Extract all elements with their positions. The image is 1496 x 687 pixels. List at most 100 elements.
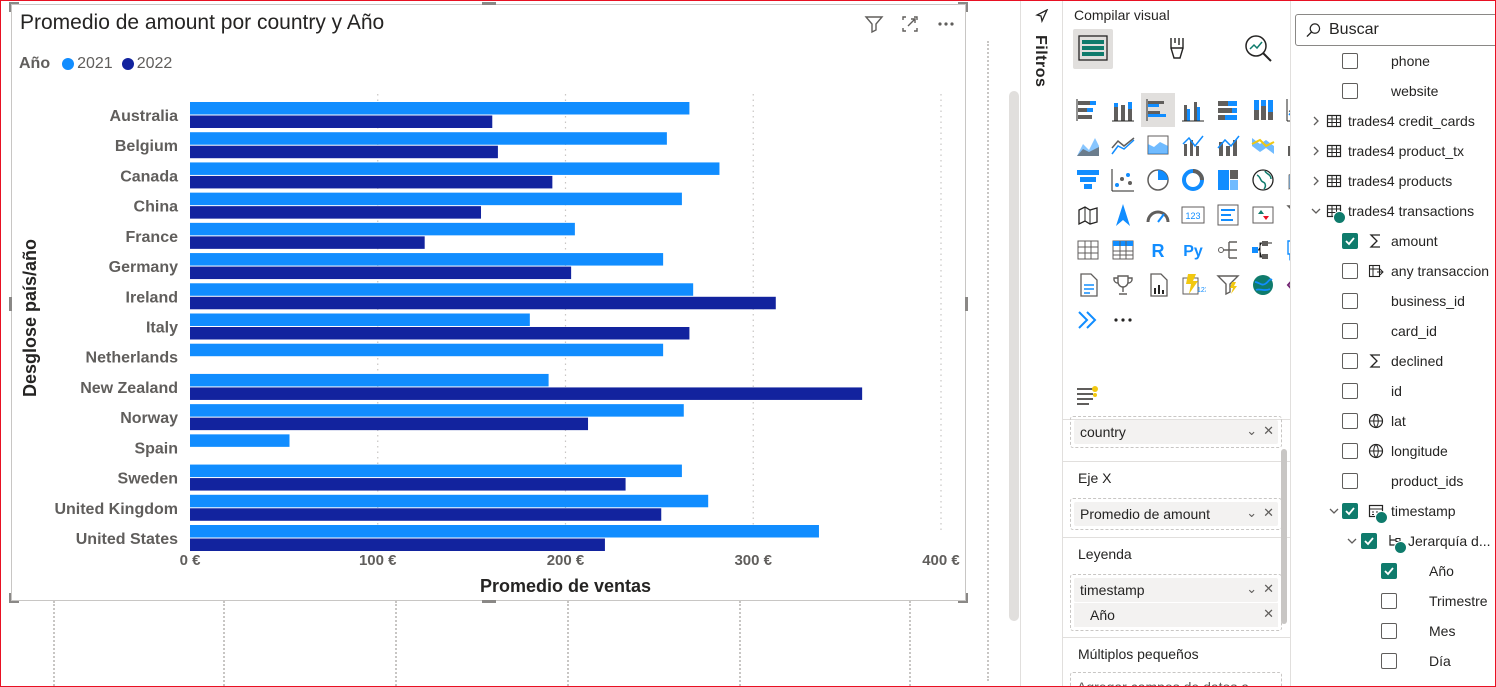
field-checkbox[interactable] (1381, 653, 1397, 669)
more-options-icon[interactable] (935, 13, 957, 35)
visual-type-power-apps[interactable]: 123 (1176, 268, 1210, 302)
visual-type-treemap[interactable] (1211, 163, 1245, 197)
filters-pane-label[interactable]: Filtros (1032, 35, 1049, 88)
field-item[interactable]: product_ids (1291, 466, 1495, 496)
visual-type-decomposition-tree[interactable] (1246, 233, 1280, 267)
field-checkbox[interactable] (1342, 413, 1358, 429)
bar-2022-ireland[interactable] (190, 296, 776, 310)
visual-type-stacked-area[interactable] (1106, 128, 1140, 162)
resize-handle[interactable] (966, 593, 968, 603)
visual-type-arcgis-map[interactable] (1246, 268, 1280, 302)
bar-2022-belgium[interactable] (190, 145, 498, 159)
field-item[interactable]: lat (1291, 406, 1495, 436)
chevron-down-icon[interactable] (1345, 534, 1359, 548)
y-axis-well[interactable]: country ⌄ ✕ (1070, 416, 1282, 448)
visual-type-kpi[interactable] (1246, 198, 1280, 232)
resize-handle[interactable] (9, 593, 11, 603)
close-icon[interactable]: ✕ (1263, 423, 1274, 438)
bar-2022-united-states[interactable] (190, 538, 605, 552)
chevron-down-icon[interactable] (1309, 204, 1323, 218)
field-item[interactable]: business_id (1291, 286, 1495, 316)
chevron-down-icon[interactable]: ⌄ (1246, 423, 1258, 438)
bar-2022-canada[interactable] (190, 175, 553, 189)
field-checkbox[interactable] (1342, 233, 1358, 249)
resize-handle[interactable] (9, 297, 12, 311)
small-multiples-well[interactable]: Agregar campos de datos a (1070, 672, 1282, 687)
field-checkbox[interactable] (1342, 353, 1358, 369)
bar-2021-france[interactable] (190, 222, 575, 236)
format-visual-tab[interactable] (1157, 29, 1197, 69)
visual-type-clustered-column[interactable] (1176, 93, 1210, 127)
visual-type-table[interactable] (1071, 233, 1105, 267)
field-item[interactable]: timestamp (1291, 496, 1495, 526)
visual-type-line-stacked-column[interactable] (1211, 128, 1245, 162)
field-checkbox[interactable] (1342, 473, 1358, 489)
bar-2021-sweden[interactable] (190, 464, 682, 478)
build-visual-tab[interactable] (1073, 29, 1113, 69)
visual-type-get-more-visuals[interactable] (1071, 303, 1105, 337)
field-checkbox[interactable] (1381, 563, 1397, 579)
close-icon[interactable]: ✕ (1263, 606, 1274, 621)
resize-handle[interactable] (958, 2, 968, 4)
filters-pane-collapsed[interactable]: Filtros (1021, 1, 1063, 686)
bar-2022-germany[interactable] (190, 266, 572, 280)
visual-type-smart-narrative[interactable] (1071, 268, 1105, 302)
visual-type-key-influencers[interactable] (1211, 233, 1245, 267)
report-canvas[interactable]: Promedio de amount por country y Año Año… (1, 1, 1020, 686)
field-item[interactable]: Día (1291, 646, 1495, 676)
visual-type-power-automate[interactable] (1211, 268, 1245, 302)
field-item[interactable]: longitude (1291, 436, 1495, 466)
search-box[interactable] (1295, 14, 1495, 46)
visual-type-clustered-bar[interactable] (1141, 93, 1175, 127)
filter-icon[interactable] (863, 13, 885, 35)
field-pill-ano[interactable]: Año ✕ (1074, 603, 1278, 627)
field-checkbox[interactable] (1361, 533, 1377, 549)
legend-item-2021[interactable]: 2021 (62, 55, 113, 73)
field-item[interactable]: Trimestre (1291, 586, 1495, 616)
field-pill-country[interactable]: country ⌄ ✕ (1074, 420, 1278, 444)
resize-handle[interactable] (9, 2, 19, 4)
bar-2021-new-zealand[interactable] (190, 373, 549, 387)
field-item[interactable]: Año (1291, 556, 1495, 586)
visual-type-donut[interactable] (1176, 163, 1210, 197)
bar-2022-france[interactable] (190, 236, 425, 249)
bar-2022-sweden[interactable] (190, 478, 626, 491)
bar-2021-italy[interactable] (190, 313, 530, 327)
bar-2021-germany[interactable] (190, 253, 664, 266)
table-node[interactable]: trades4 products (1291, 166, 1495, 196)
bar-2021-united-kingdom[interactable] (190, 494, 709, 508)
visual-type-100-stacked-bar[interactable] (1211, 93, 1245, 127)
visual-type-more-options[interactable] (1106, 303, 1140, 337)
visual-type-matrix[interactable] (1106, 233, 1140, 267)
resize-handle[interactable] (482, 600, 496, 603)
bar-2022-norway[interactable] (190, 417, 589, 431)
visual-type-map[interactable] (1246, 163, 1280, 197)
visual-type-r-visual[interactable]: R (1141, 233, 1175, 267)
x-axis-well[interactable]: Promedio de amount ⌄ ✕ (1070, 498, 1282, 530)
bar-2022-united-kingdom[interactable] (190, 508, 662, 521)
field-item[interactable]: id (1291, 376, 1495, 406)
clustered-bar-chart-visual[interactable]: Promedio de amount por country y Año Año… (9, 2, 968, 603)
field-item[interactable]: declined (1291, 346, 1495, 376)
field-checkbox[interactable] (1381, 593, 1397, 609)
visual-type-gauge[interactable] (1141, 198, 1175, 232)
bar-2021-united-states[interactable] (190, 525, 819, 538)
resize-handle[interactable] (9, 601, 19, 603)
resize-handle[interactable] (9, 2, 11, 12)
resize-handle[interactable] (958, 601, 968, 603)
visual-type-multi-row-card[interactable] (1211, 198, 1245, 232)
close-icon[interactable]: ✕ (1263, 505, 1274, 520)
visual-type-paginated-report[interactable] (1141, 268, 1175, 302)
field-pill-timestamp[interactable]: timestamp ⌄ ✕ (1074, 578, 1278, 602)
bar-2021-norway[interactable] (190, 404, 684, 417)
chevron-right-icon[interactable] (1309, 144, 1323, 158)
visual-type-ribbon[interactable] (1246, 128, 1280, 162)
field-item[interactable]: phone (1291, 46, 1495, 76)
visual-type-area[interactable] (1071, 128, 1105, 162)
search-input[interactable] (1329, 21, 1495, 39)
field-item[interactable]: website (1291, 76, 1495, 106)
filter-pane-expand-icon[interactable] (1035, 8, 1049, 28)
field-item[interactable]: amount (1291, 226, 1495, 256)
chevron-right-icon[interactable] (1309, 114, 1323, 128)
visual-type-shape-map[interactable] (1071, 198, 1105, 232)
